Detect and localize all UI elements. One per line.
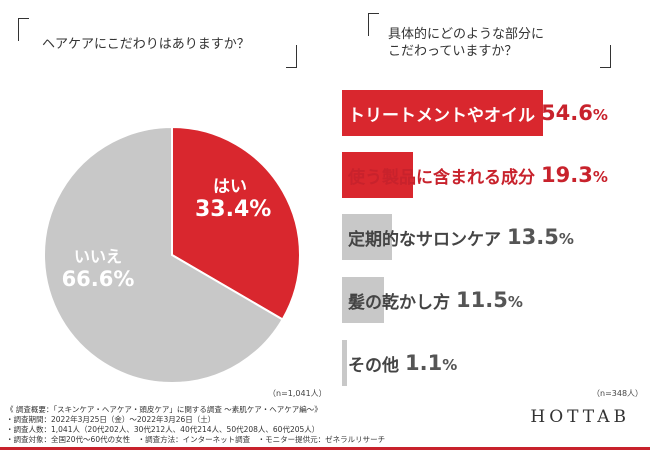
bar-row: トリートメントやオイル 54.6% xyxy=(342,90,608,136)
bar-row: 使う製品に含まれる成分 19.3% xyxy=(342,152,608,198)
bar xyxy=(342,90,543,136)
left-question: ヘアケアにこだわりはありますか？ xyxy=(42,37,250,52)
right-question-line1: 具体的にどのような部分に xyxy=(388,27,545,42)
pie-category-yes: はい xyxy=(213,177,247,197)
note: ・調査期間：2022年3月25日（金）～2022年3月26日（土） xyxy=(6,415,216,424)
bar xyxy=(342,277,385,323)
pie-label-no: いいえ 66.6% xyxy=(58,243,138,291)
bar-value: 13.5% xyxy=(507,225,574,249)
bar-value: 54.6% xyxy=(541,101,608,125)
logo: HOTTAB xyxy=(530,407,630,427)
bar xyxy=(342,152,414,198)
right-question-line2: こだわっていますか？ xyxy=(388,44,518,59)
bar-value: 11.5% xyxy=(456,288,523,312)
bar xyxy=(342,214,392,260)
bar-label: その他 xyxy=(348,355,399,376)
bar-label: トリートメントやオイル xyxy=(348,105,535,126)
right-question: 具体的にどのような部分に こだわっていますか？ xyxy=(388,26,544,60)
pie-slice xyxy=(171,125,301,321)
bar xyxy=(342,340,347,386)
bar-value: 19.3% xyxy=(541,163,608,187)
bar-row: 髪の乾かし方 11.5% xyxy=(342,277,523,323)
pie-slice xyxy=(43,125,284,384)
bottom-rule xyxy=(0,447,650,450)
pie-n: （n=1,041人） xyxy=(268,389,327,398)
bar-label: 使う製品に含まれる成分 xyxy=(348,167,535,188)
bracket xyxy=(600,45,611,68)
pie-label-yes: はい 33.4% xyxy=(195,172,272,222)
bracket xyxy=(286,45,297,68)
pie-value-yes: 33.4% xyxy=(195,197,272,222)
note: ・調査人数：1,041人（20代202人、30代212人、40代214人、50代… xyxy=(6,425,320,434)
pie-value-no: 66.6% xyxy=(61,267,135,291)
bar-n: （n=348人） xyxy=(592,389,644,398)
bracket xyxy=(18,18,29,41)
bar-label: 髪の乾かし方 xyxy=(348,292,450,313)
bar-value: 1.1% xyxy=(405,351,458,375)
survey-notes: 《 調査概要：「スキンケア・ヘアケア・頭皮ケア」に関する調査 ～素肌ケア・ヘアケ… xyxy=(6,405,385,445)
note: ・調査対象：全国20代～60代の女性 ・調査方法：インターネット調査 ・モニター… xyxy=(6,435,386,444)
bar-row: その他 1.1% xyxy=(342,340,457,386)
note: 《 調査概要：「スキンケア・ヘアケア・頭皮ケア」に関する調査 ～素肌ケア・ヘアケ… xyxy=(6,405,322,414)
pie-category-no: いいえ xyxy=(73,247,122,266)
bar-label: 定期的なサロンケア xyxy=(348,229,501,250)
bracket xyxy=(368,13,379,36)
bar-row: 定期的なサロンケア 13.5% xyxy=(342,214,574,260)
